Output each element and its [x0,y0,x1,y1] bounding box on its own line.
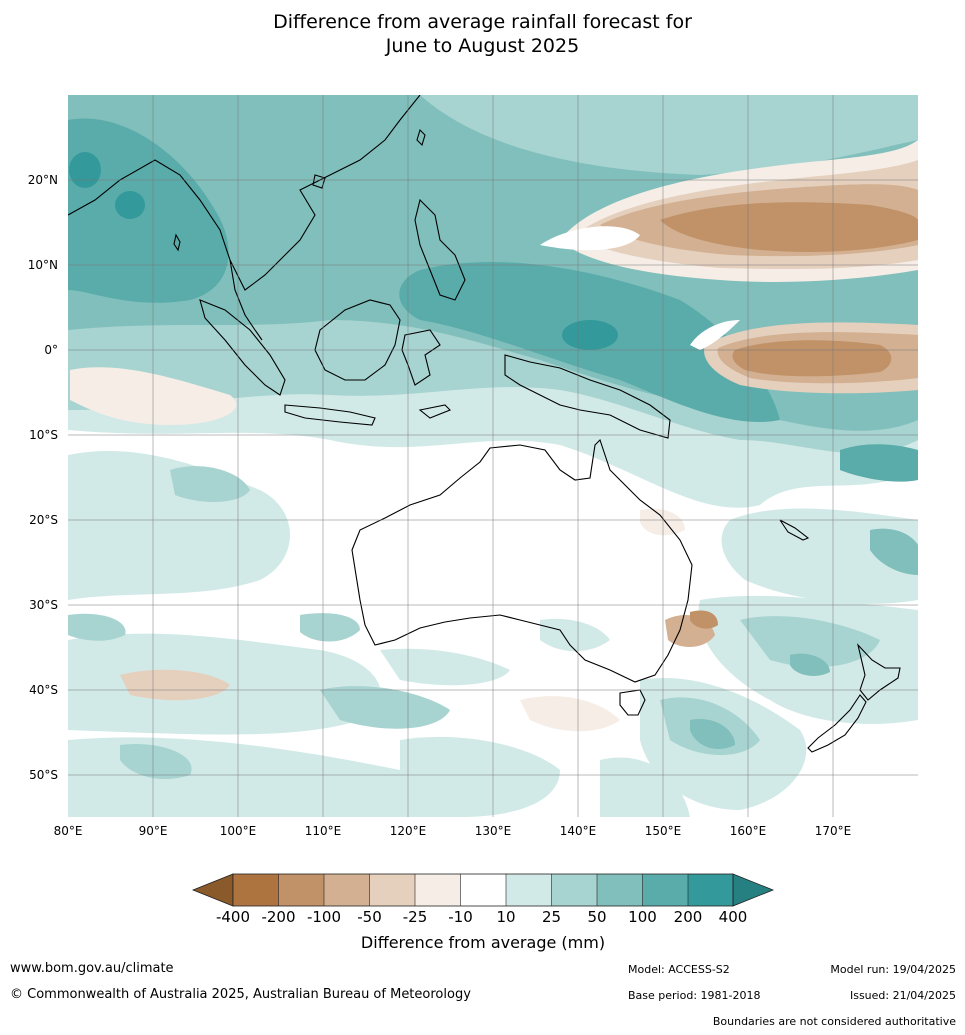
longitude-labels: 80°E 90°E 100°E 110°E 120°E 130°E 140°E … [54,824,852,838]
lon-label: 100°E [220,824,257,838]
lon-label: 90°E [139,824,168,838]
colorbar-bin [688,874,733,906]
title-line-2: June to August 2025 [385,35,580,57]
lat-label: 0° [44,343,58,357]
colorbar-bin [278,874,324,906]
base-period: Base period: 1981-2018 [628,989,761,1002]
lat-label: 20°N [28,173,58,187]
colorbar-tick-label: -10 [448,908,473,926]
new-guinea-outline [504,354,671,439]
lat-label: 20°S [29,513,58,527]
sumatra-outline [199,299,286,396]
lat-label: 10°N [28,258,58,272]
lon-label: 160°E [730,824,767,838]
colorbar-bin [324,874,370,906]
colorbar-tick-label: 25 [542,908,561,926]
colorbar-bin [642,874,688,906]
colorbar-tick-label: 10 [496,908,515,926]
land-masses [68,95,901,753]
model-name: Model: ACCESS-S2 [628,963,730,976]
new-zealand-south [807,694,867,753]
lon-label: 110°E [305,824,342,838]
copyright-notice: © Commonwealth of Australia 2025, Austra… [10,987,471,1002]
new-caledonia-outline [779,519,810,541]
map-panel [68,95,918,817]
hainan-outline [312,174,326,189]
colorbar-bin [460,874,506,906]
colorbar-tick-label: -200 [261,908,295,926]
australia-outline [351,438,693,683]
colorbar-title: Difference from average (mm) [361,933,605,952]
colorbar-bin [551,874,597,906]
boundary-disclaimer: Boundaries are not considered authoritat… [712,1015,956,1028]
colorbar-tick-label: -100 [307,908,341,926]
model-run-date: Model run: 19/04/2025 [830,963,956,976]
colorbar-tick-label: -25 [403,908,428,926]
lat-label: 40°S [29,683,58,697]
colorbar-bin [233,874,279,906]
colorbar-bin [415,874,461,906]
colorbar-bin [369,874,415,906]
colorbar: -400 -200 -100 -50 -25 -10 10 25 50 100 … [191,873,775,952]
website-link[interactable]: www.bom.gov.au/climate [10,961,174,976]
lon-label: 130°E [475,824,512,838]
title-line-1: Difference from average rainfall forecas… [273,11,692,33]
lat-label: 50°S [29,768,58,782]
colorbar-extend-high [732,873,775,907]
sulawesi-outline [401,329,441,386]
philippines-outline [414,198,466,301]
lon-label: 120°E [390,824,427,838]
java-outline [284,404,376,426]
colorbar-tick-label: -400 [216,908,250,926]
colorbar-tick-label: 200 [674,908,703,926]
taiwan-outline [416,128,426,147]
borneo-outline [314,299,401,381]
colorbar-tick-label: 400 [719,908,748,926]
lon-label: 170°E [815,824,852,838]
lat-label: 30°S [29,598,58,612]
latitude-labels: 20°N 10°N 0° 10°S 20°S 30°S 40°S 50°S [28,173,58,782]
lon-label: 140°E [560,824,597,838]
issued-date: Issued: 21/04/2025 [849,989,956,1002]
asia-mainland-outline [68,95,421,291]
lon-label: 150°E [645,824,682,838]
colorbar-tick-label: 50 [587,908,606,926]
colorbar-tick-label: -50 [357,908,382,926]
colorbar-bin [506,874,552,906]
malay-peninsula-outline [229,259,263,341]
timor-outline [418,404,451,419]
colorbar-extend-low [191,873,234,907]
colorbar-bin [597,874,643,906]
new-zealand-north [856,643,901,701]
lon-label: 80°E [54,824,83,838]
lat-label: 10°S [29,428,58,442]
sri-lanka-outline [173,233,181,252]
colorbar-tick-label: 100 [628,908,657,926]
graticule [68,95,918,817]
map-title: Difference from average rainfall forecas… [0,10,965,58]
